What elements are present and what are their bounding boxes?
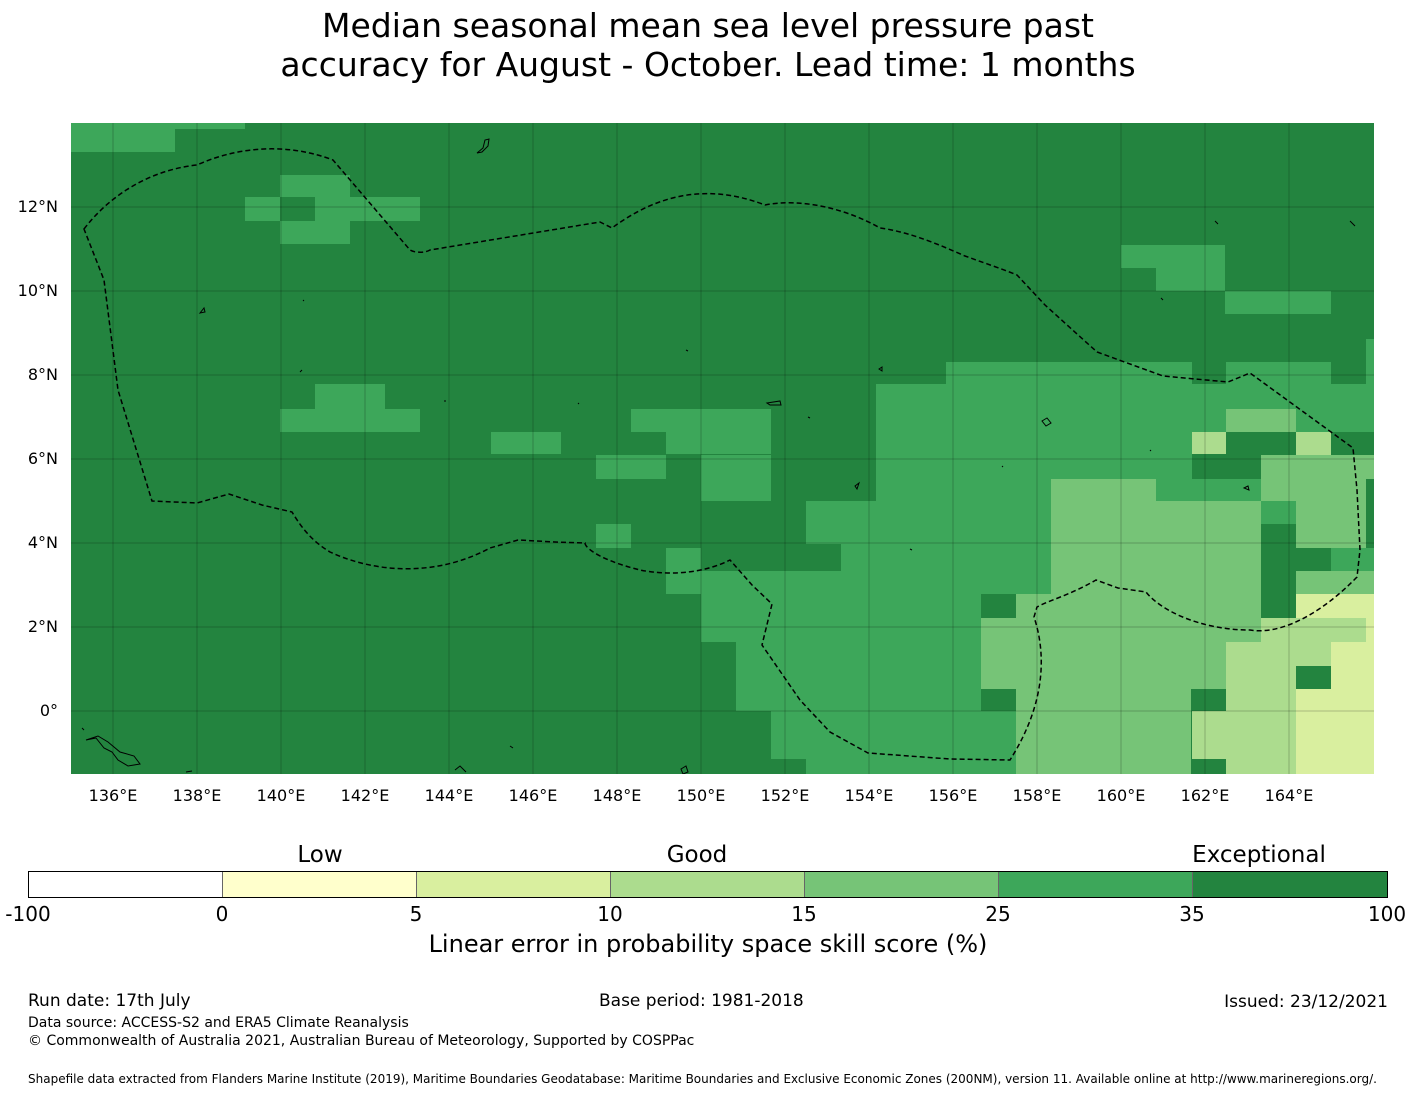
- lon-tick-label: 160°E: [1097, 786, 1146, 805]
- latitude-tick-labels: 12°N 10°N 8°N 6°N 4°N 2°N 0°: [18, 197, 58, 720]
- colorbar-segment: [805, 872, 999, 897]
- colorbar-segment: [611, 872, 805, 897]
- colorbar-segment: [29, 872, 223, 897]
- skill-map: 136°E 138°E 140°E 142°E 144°E 146°E 148°…: [18, 123, 1374, 805]
- map-title-line-2: accuracy for August - October. Lead time…: [280, 45, 1136, 84]
- lon-tick-label: 138°E: [173, 786, 222, 805]
- colorbar-tick: 100: [1367, 902, 1407, 926]
- colorbar-tick: 25: [985, 902, 1011, 926]
- lon-tick-label: 136°E: [89, 786, 138, 805]
- graticule: [71, 123, 1374, 774]
- base-period: Base period: 1981-2018: [599, 991, 804, 1011]
- colorbar-segment: [1193, 872, 1387, 897]
- lat-tick-label: 6°N: [28, 449, 58, 468]
- lat-tick-label: 10°N: [18, 281, 58, 300]
- lon-tick-label: 152°E: [761, 786, 810, 805]
- skill-region-5-10: [1296, 594, 1374, 774]
- colorbar: [28, 871, 1388, 898]
- run-date: Run date: 17th July: [28, 991, 191, 1011]
- colorbar-label: Linear error in probability space skill …: [428, 930, 988, 958]
- legend-category-low: Low: [297, 842, 343, 868]
- colorbar-tick: 10: [597, 902, 623, 926]
- colorbar-segment: [223, 872, 417, 897]
- lon-tick-label: 140°E: [257, 786, 306, 805]
- lon-tick-label: 158°E: [1013, 786, 1062, 805]
- legend-category-good: Good: [666, 842, 728, 868]
- colorbar-tick: 15: [791, 902, 817, 926]
- colorbar-segment: [417, 872, 611, 897]
- colorbar-tick: 5: [409, 902, 423, 926]
- lat-tick-label: 4°N: [28, 533, 58, 552]
- shapefile-credit: Shapefile data extracted from Flanders M…: [28, 1072, 1377, 1086]
- lat-tick-label: 0°: [40, 701, 58, 720]
- lat-tick-label: 12°N: [18, 197, 58, 216]
- lon-tick-label: 146°E: [509, 786, 558, 805]
- eez-boundary: [83, 148, 1361, 761]
- colorbar-tick: 0: [215, 902, 229, 926]
- issued-date: Issued: 23/12/2021: [1224, 992, 1388, 1012]
- lon-tick-label: 164°E: [1265, 786, 1314, 805]
- lat-tick-label: 8°N: [28, 365, 58, 384]
- lat-tick-label: 2°N: [28, 617, 58, 636]
- island-outlines: [81, 138, 1356, 774]
- skill-region-15-25: [981, 409, 1374, 774]
- lon-tick-label: 154°E: [845, 786, 894, 805]
- map-title-line-1: Median seasonal mean sea level pressure …: [322, 6, 1094, 45]
- colorbar-tick: -100: [5, 902, 51, 926]
- copyright: © Commonwealth of Australia 2021, Austra…: [28, 1033, 695, 1049]
- colorbar-segment: [999, 872, 1193, 897]
- lon-tick-label: 162°E: [1181, 786, 1230, 805]
- lon-tick-label: 150°E: [677, 786, 726, 805]
- lon-tick-label: 156°E: [929, 786, 978, 805]
- longitude-tick-labels: 136°E 138°E 140°E 142°E 144°E 146°E 148°…: [89, 786, 1314, 805]
- skill-region-exceptional-patches: [701, 362, 1366, 774]
- lon-tick-label: 144°E: [425, 786, 474, 805]
- map-title: Median seasonal mean sea level pressure …: [0, 6, 1416, 84]
- skill-region-10-15: [1192, 432, 1374, 774]
- skill-region-25-35: [71, 123, 1374, 774]
- legend-category-exceptional: Exceptional: [1192, 842, 1326, 868]
- lon-tick-label: 148°E: [593, 786, 642, 805]
- colorbar-tick: 35: [1179, 902, 1205, 926]
- data-source: Data source: ACCESS-S2 and ERA5 Climate …: [28, 1015, 409, 1031]
- lon-tick-label: 142°E: [341, 786, 390, 805]
